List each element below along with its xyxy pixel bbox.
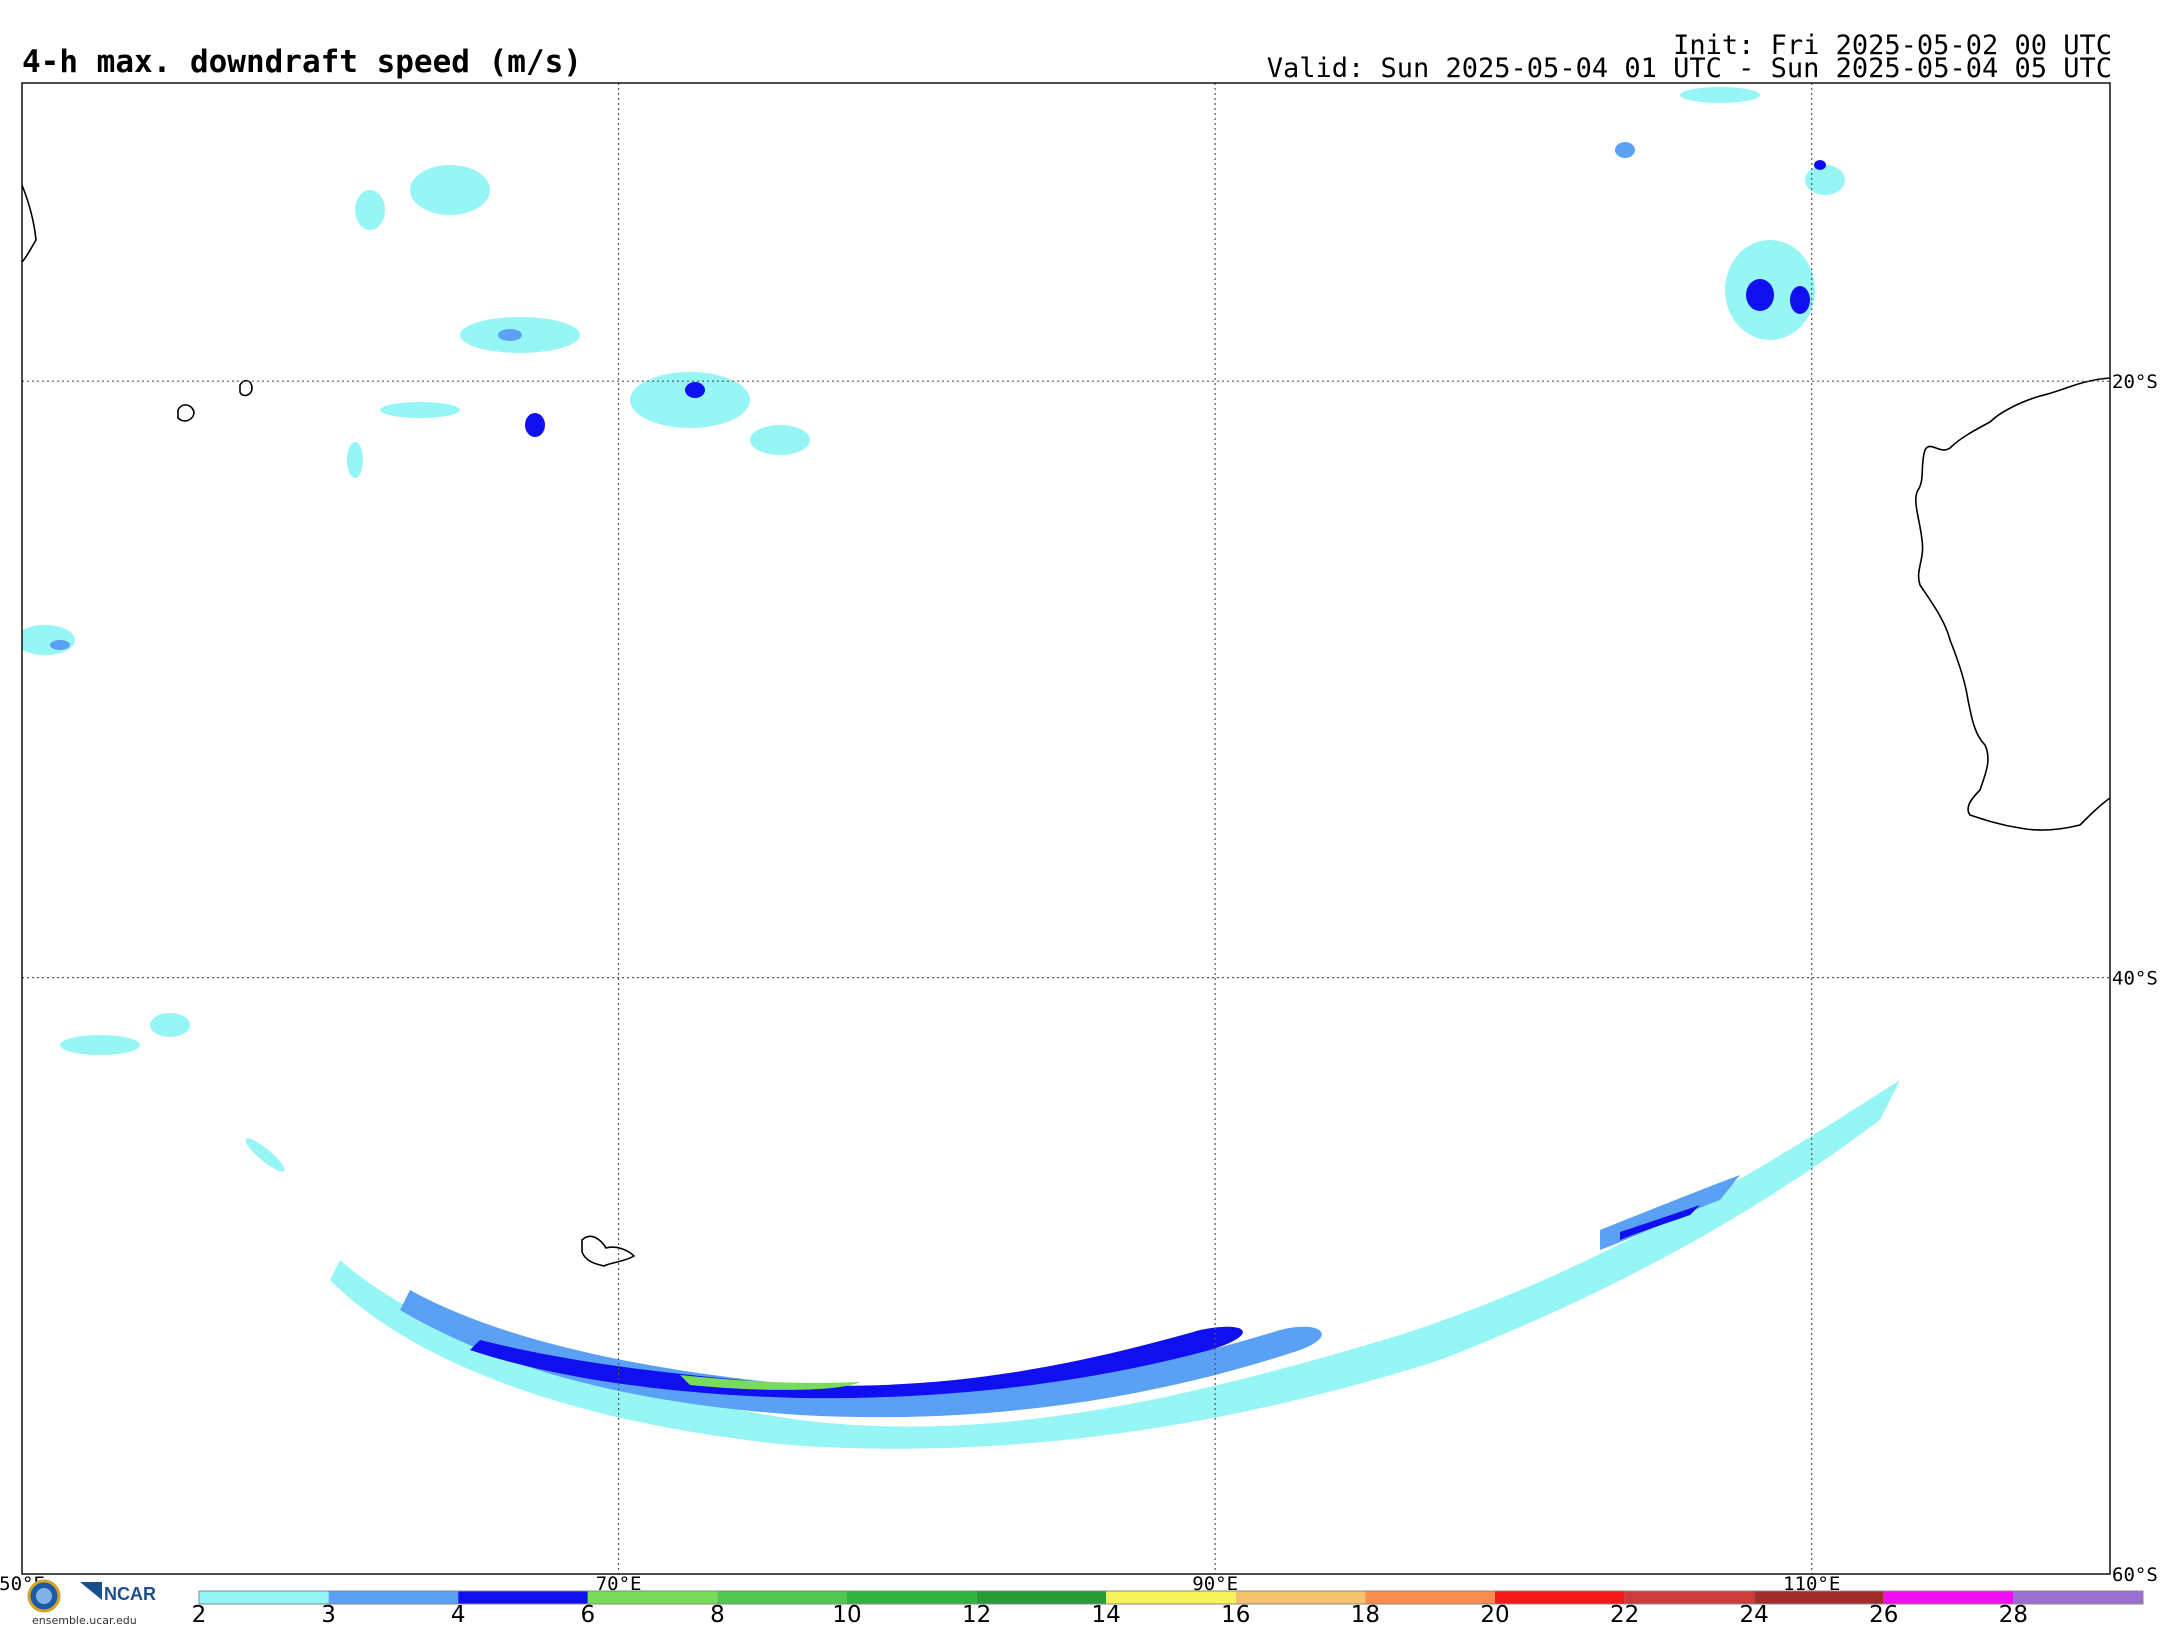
colorbar-tick-label: 20	[1480, 1602, 1509, 1626]
map-title: 4-h max. downdraft speed (m/s)	[22, 44, 582, 80]
colorbar-segment	[199, 1591, 329, 1604]
latitude-label: 20°S	[2112, 371, 2158, 393]
latitude-label: 60°S	[2112, 1564, 2158, 1586]
colorbar-segment	[1106, 1591, 1236, 1604]
colorbar-tick-label: 2	[192, 1602, 207, 1626]
colorbar-tick-label: 16	[1221, 1602, 1250, 1626]
longitude-label: 90°E	[1192, 1573, 1238, 1595]
latitude-labels: 20°S 40°S 60°S	[2112, 371, 2158, 1586]
band-8ms	[680, 1375, 860, 1390]
kerguelen-coast	[581, 1235, 636, 1267]
australia-coast	[1915, 377, 2110, 831]
nsf-logo	[27, 1579, 61, 1613]
colorbar-segment	[1235, 1591, 1366, 1604]
colorbar-segment	[1365, 1591, 1495, 1604]
band-east-6ms	[1620, 1205, 1700, 1240]
colorbar-tick-label: 3	[321, 1602, 336, 1626]
map-frame	[21, 82, 2111, 1575]
band-6ms	[470, 1326, 1243, 1399]
colorbar-tick-label: 24	[1740, 1602, 1769, 1626]
colorbar-tick-label: 14	[1092, 1602, 1121, 1626]
band-3ms	[330, 1080, 1900, 1449]
colorbar-tick-label: 6	[580, 1602, 595, 1626]
coastlines	[22, 184, 2110, 1267]
colorbar-tick-label: 4	[451, 1602, 466, 1626]
madagascar-coast	[22, 184, 37, 263]
credit-url: ensemble.ucar.edu	[32, 1614, 137, 1627]
colorbar: 2 3 4 6 8 10 12 14 16 18 20 22 24 26 28	[192, 1590, 2144, 1626]
latitude-label: 40°S	[2112, 968, 2158, 990]
colorbar-segment	[1754, 1591, 1884, 1604]
colorbar-tick-label: 12	[962, 1602, 991, 1626]
colorbar-tick-label: 10	[832, 1602, 861, 1626]
ncar-logo	[80, 1582, 102, 1600]
colorbar-segment	[1495, 1591, 1625, 1604]
colorbar-segment	[587, 1591, 718, 1604]
colorbar-frame	[198, 1590, 2144, 1605]
colorbar-tick-label: 28	[1999, 1602, 2028, 1626]
longitude-label: 110°E	[1783, 1573, 1840, 1595]
colorbar-segment	[458, 1591, 588, 1604]
colorbar-segment	[2013, 1591, 2143, 1604]
mauritius-coast	[177, 404, 195, 422]
colorbar-tick-label: 18	[1351, 1602, 1380, 1626]
colorbar-segment	[328, 1591, 459, 1604]
colorbar-tick-label: 26	[1869, 1602, 1898, 1626]
colorbar-segment	[847, 1591, 977, 1604]
valid-time: Valid: Sun 2025-05-04 01 UTC - Sun 2025-…	[1266, 53, 2112, 84]
longitude-label: 70°E	[596, 1573, 642, 1595]
colorbar-segment	[717, 1591, 847, 1604]
colorbar-segment	[976, 1591, 1107, 1604]
band-4ms	[400, 1290, 1322, 1418]
graticule	[22, 83, 2110, 1574]
ncar-wordmark: NCAR	[104, 1584, 156, 1604]
reunion-coast	[239, 379, 253, 397]
colorbar-segment	[1624, 1591, 1755, 1604]
init-time: Init: Fri 2025-05-02 00 UTC	[1673, 30, 2112, 61]
colorbar-segment	[1883, 1591, 2014, 1604]
colorbar-tick-label: 22	[1610, 1602, 1639, 1626]
downdraft-band	[330, 1080, 1900, 1449]
colorbar-tick-label: 8	[710, 1602, 725, 1626]
convective-cells	[22, 87, 1845, 1172]
